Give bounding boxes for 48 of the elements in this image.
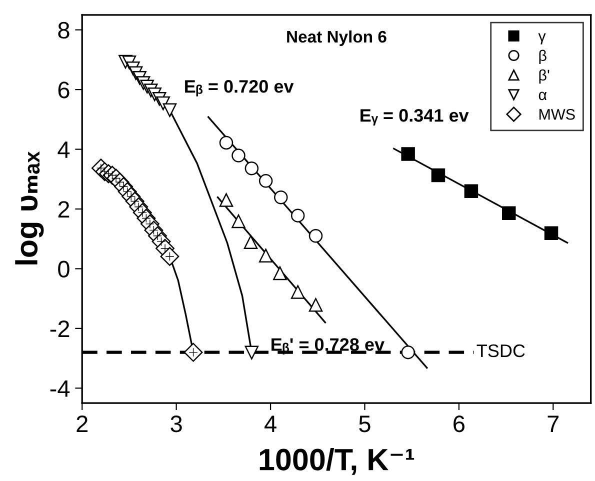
point: [274, 190, 288, 204]
text: Neat Nylon 6: [287, 30, 386, 46]
point: [244, 346, 259, 360]
x-tick-label: 7: [548, 416, 559, 432]
x-axis-title: 1000/T, K⁻¹: [260, 448, 414, 475]
point: [232, 214, 246, 228]
ref-line-label: TSDC: [476, 344, 525, 358]
y-tick-label: 2: [58, 201, 70, 218]
legend-label: MWS: [539, 108, 575, 120]
point: [290, 208, 305, 222]
x-tick-label: 3: [170, 416, 182, 432]
point: [162, 103, 177, 118]
point: [273, 266, 287, 280]
legend-label: γ: [538, 33, 546, 44]
point: [160, 247, 180, 266]
point: [401, 147, 415, 161]
point: [219, 136, 234, 150]
point: [184, 342, 203, 362]
y-tick-label: -4: [50, 380, 70, 397]
y-tick-label: 8: [58, 22, 70, 39]
point: [258, 174, 273, 188]
y-tick-label: 0: [58, 260, 70, 278]
point: [544, 226, 558, 240]
point: [232, 148, 246, 162]
x-tick-label: 4: [264, 416, 276, 432]
point: [258, 248, 273, 262]
point: [308, 298, 323, 312]
y-tick-label: -2: [50, 320, 70, 337]
point: [401, 345, 415, 360]
annotation: Eᵧ = 0.341 ev: [360, 109, 469, 126]
point: [244, 162, 259, 176]
x-tick-label: 2: [76, 416, 88, 432]
point: [431, 168, 446, 182]
point: [308, 228, 323, 243]
legend-label: α: [538, 92, 547, 100]
legend-label: β: [539, 50, 546, 64]
point: [219, 193, 234, 207]
annotation: Eᵦ = 0.720 ev: [185, 80, 294, 96]
y-tick-label: 6: [58, 82, 70, 98]
x-tick-label: 6: [454, 416, 464, 432]
point: [290, 285, 305, 299]
point: [244, 235, 258, 250]
y-tick-label: 4: [58, 142, 70, 158]
x-tick-label: 5: [359, 416, 370, 432]
legend-label: β': [539, 69, 550, 84]
y-axis-title: log υₘₐₓ: [15, 151, 44, 264]
point: [502, 206, 516, 220]
point: [464, 184, 478, 198]
